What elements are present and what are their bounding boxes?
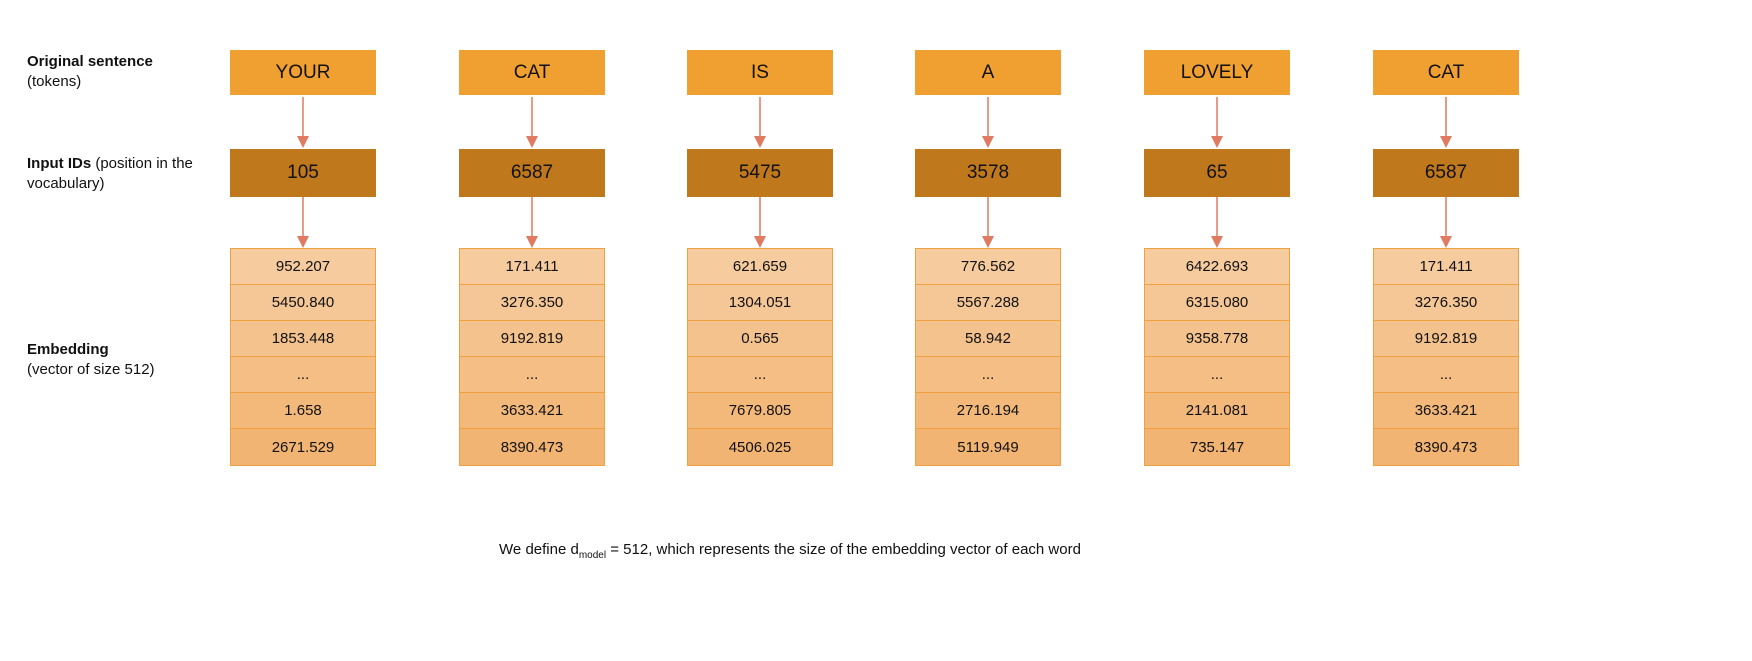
embedding-vector: 952.207 5450.840 1853.448... 1.658 2671.529 xyxy=(230,248,376,466)
embedding-value: 1304.051 xyxy=(688,285,832,321)
embedding-value: ... xyxy=(1374,357,1518,393)
token-box: IS xyxy=(687,50,833,95)
arrow-icon xyxy=(1211,97,1223,148)
token-box: A xyxy=(915,50,1061,95)
arrow-icon xyxy=(526,97,538,148)
ids-label-sub: (position in the vocabulary) xyxy=(27,155,193,192)
embedding-value: 8390.473 xyxy=(460,429,604,465)
tokens-label-title: Original sentence xyxy=(27,53,153,70)
arrow-icon xyxy=(1440,197,1452,248)
embedding-value: 2141.081 xyxy=(1145,393,1289,429)
arrow-icon xyxy=(982,97,994,148)
embedding-value: ... xyxy=(460,357,604,393)
arrow-icon xyxy=(526,197,538,248)
embedding-value: 2671.529 xyxy=(231,429,375,465)
arrow-icon xyxy=(754,97,766,148)
arrow-icon xyxy=(297,197,309,248)
caption-prefix: We define d xyxy=(499,541,579,558)
embedding-value: 5450.840 xyxy=(231,285,375,321)
embedding-value: 9358.778 xyxy=(1145,321,1289,357)
token-column: CAT 6587 171.411 3276.350 9192.819... 3633.42… xyxy=(1373,0,1519,480)
embedding-value: ... xyxy=(231,357,375,393)
embedding-value: 3633.421 xyxy=(1374,393,1518,429)
token-box: YOUR xyxy=(230,50,376,95)
embedding-label-title: Embedding xyxy=(27,341,109,358)
embedding-value: 621.659 xyxy=(688,249,832,285)
embedding-value: 6315.080 xyxy=(1145,285,1289,321)
embedding-value: 9192.819 xyxy=(460,321,604,357)
input-id-box: 3578 xyxy=(915,149,1061,197)
embedding-value: 171.411 xyxy=(1374,249,1518,285)
input-id-box: 65 xyxy=(1144,149,1290,197)
arrow-icon xyxy=(1211,197,1223,248)
arrow-icon xyxy=(982,197,994,248)
embedding-vector: 6422.693 6315.080 9358.778... 2141.081 735.1… xyxy=(1144,248,1290,466)
arrow-icon xyxy=(754,197,766,248)
ids-label-title: Input IDs xyxy=(27,155,92,172)
embedding-value: 3633.421 xyxy=(460,393,604,429)
embedding-value: 4506.025 xyxy=(688,429,832,465)
token-column: LOVELY 65 6422.693 6315.080 9358.778... 2141.… xyxy=(1144,0,1290,480)
input-id-box: 105 xyxy=(230,149,376,197)
embedding-value: 58.942 xyxy=(916,321,1060,357)
embedding-vector: 776.562 5567.288 58.942... 2716.194 5119.949 xyxy=(915,248,1061,466)
embedding-value: 952.207 xyxy=(231,249,375,285)
embedding-value: ... xyxy=(1145,357,1289,393)
embedding-value: 3276.350 xyxy=(1374,285,1518,321)
embedding-value: 0.565 xyxy=(688,321,832,357)
token-column: YOUR 105 952.207 5450.840 1853.448... 1.658 26… xyxy=(230,0,376,480)
input-id-box: 6587 xyxy=(459,149,605,197)
embedding-value: ... xyxy=(916,357,1060,393)
token-column: A 3578 776.562 5567.288 58.942... 2716.194 511… xyxy=(915,0,1061,480)
input-id-box: 6587 xyxy=(1373,149,1519,197)
tokens-label: Original sentence (tokens) xyxy=(27,52,153,92)
embedding-vector: 171.411 3276.350 9192.819... 3633.421 8390.4… xyxy=(1373,248,1519,466)
embedding-label: Embedding (vector of size 512) xyxy=(27,340,155,380)
embedding-value: 1853.448 xyxy=(231,321,375,357)
token-box: CAT xyxy=(1373,50,1519,95)
embedding-value: 8390.473 xyxy=(1374,429,1518,465)
token-box: CAT xyxy=(459,50,605,95)
input-id-box: 5475 xyxy=(687,149,833,197)
embedding-label-sub: (vector of size 512) xyxy=(27,361,155,378)
embedding-vector: 171.411 3276.350 9192.819... 3633.421 8390.4… xyxy=(459,248,605,466)
embedding-value: 6422.693 xyxy=(1145,249,1289,285)
embedding-value: 9192.819 xyxy=(1374,321,1518,357)
embedding-value: 735.147 xyxy=(1145,429,1289,465)
embedding-value: 5567.288 xyxy=(916,285,1060,321)
token-column: CAT 6587 171.411 3276.350 9192.819... 3633.42… xyxy=(459,0,605,480)
embedding-value: 2716.194 xyxy=(916,393,1060,429)
arrow-icon xyxy=(297,97,309,148)
ids-label: Input IDs (position in the vocabulary) xyxy=(27,154,227,194)
embedding-value: 3276.350 xyxy=(460,285,604,321)
caption: We define dmodel = 512, which represents… xyxy=(0,541,1580,561)
embedding-value: 171.411 xyxy=(460,249,604,285)
embedding-vector: 621.659 1304.051 0.565... 7679.805 4506.025 xyxy=(687,248,833,466)
tokens-label-sub: (tokens) xyxy=(27,73,82,90)
token-column: IS 5475 621.659 1304.051 0.565... 7679.805 450… xyxy=(687,0,833,480)
caption-suffix: = 512, which represents the size of the … xyxy=(606,541,1081,558)
embedding-value: ... xyxy=(688,357,832,393)
embedding-value: 5119.949 xyxy=(916,429,1060,465)
caption-subscript: model xyxy=(578,550,607,561)
arrow-icon xyxy=(1440,97,1452,148)
embedding-value: 776.562 xyxy=(916,249,1060,285)
token-box: LOVELY xyxy=(1144,50,1290,95)
embedding-value: 1.658 xyxy=(231,393,375,429)
embedding-value: 7679.805 xyxy=(688,393,832,429)
